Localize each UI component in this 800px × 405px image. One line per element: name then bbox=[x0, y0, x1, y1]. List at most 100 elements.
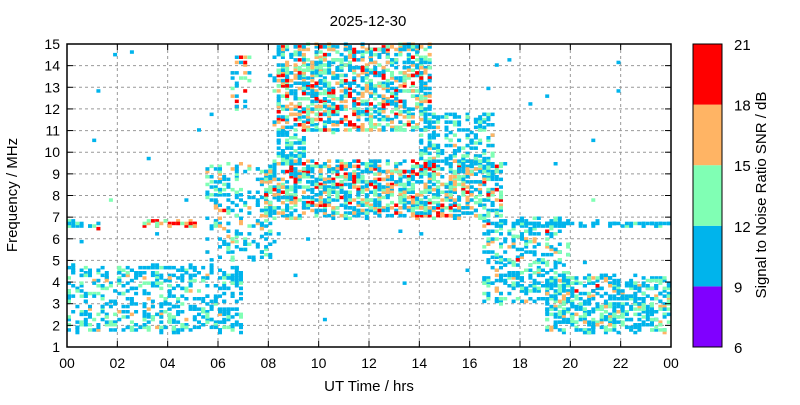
data-cell bbox=[612, 315, 617, 319]
data-cell bbox=[494, 221, 499, 226]
data-cell bbox=[318, 198, 323, 202]
data-cell bbox=[213, 221, 218, 226]
data-cell bbox=[360, 190, 365, 194]
data-cell bbox=[570, 323, 575, 327]
data-cell bbox=[188, 307, 193, 311]
data-cell bbox=[574, 281, 579, 285]
data-cell bbox=[373, 115, 378, 119]
data-cell bbox=[578, 291, 583, 296]
data-cell bbox=[331, 91, 336, 96]
data-cell bbox=[410, 94, 415, 98]
data-cell bbox=[96, 284, 101, 288]
data-cell bbox=[385, 123, 390, 127]
data-cell bbox=[331, 97, 336, 101]
data-cell bbox=[297, 185, 302, 189]
data-cell bbox=[331, 198, 336, 202]
data-cell bbox=[356, 110, 361, 114]
data-cell bbox=[624, 281, 629, 285]
data-cell bbox=[230, 76, 235, 80]
data-cell bbox=[482, 299, 487, 304]
data-cell bbox=[243, 99, 248, 104]
data-cell bbox=[469, 211, 474, 215]
data-cell bbox=[297, 175, 302, 179]
data-cell bbox=[373, 162, 378, 166]
data-cell bbox=[499, 177, 503, 182]
data-cell bbox=[423, 125, 428, 130]
data-cell bbox=[448, 180, 453, 184]
data-cell bbox=[188, 221, 193, 226]
data-cell bbox=[343, 216, 348, 220]
data-cell bbox=[167, 291, 172, 296]
data-cell bbox=[612, 278, 617, 283]
data-cell bbox=[356, 159, 361, 163]
data-cell bbox=[566, 320, 571, 324]
data-cell bbox=[427, 104, 432, 109]
data-cell bbox=[566, 278, 571, 283]
data-cell bbox=[528, 226, 533, 231]
data-cell bbox=[595, 320, 600, 324]
data-cell bbox=[301, 149, 306, 153]
data-cell bbox=[75, 224, 80, 228]
data-cell bbox=[499, 278, 503, 283]
data-cell bbox=[494, 167, 499, 171]
data-cell bbox=[306, 63, 311, 67]
data-cell bbox=[142, 224, 147, 228]
data-cell bbox=[285, 65, 290, 70]
data-cell bbox=[587, 297, 592, 301]
data-cell bbox=[138, 325, 143, 330]
data-cell bbox=[364, 73, 369, 78]
data-cell bbox=[230, 265, 235, 270]
data-cell bbox=[360, 45, 365, 49]
data-cell bbox=[327, 94, 332, 98]
data-cell bbox=[343, 63, 348, 67]
data-cell bbox=[553, 263, 558, 267]
data-cell bbox=[557, 229, 562, 233]
data-cell bbox=[620, 224, 625, 228]
data-cell bbox=[452, 185, 457, 189]
data-cell bbox=[478, 128, 483, 132]
data-cell bbox=[410, 208, 415, 213]
data-cell bbox=[356, 50, 361, 54]
data-cell bbox=[289, 172, 294, 176]
data-cell bbox=[499, 208, 503, 213]
data-cell bbox=[339, 187, 344, 192]
data-cell bbox=[348, 162, 352, 166]
data-cell bbox=[314, 45, 319, 49]
data-cell bbox=[314, 71, 319, 75]
data-cell bbox=[494, 297, 499, 301]
data-cell bbox=[318, 195, 323, 200]
data-cell bbox=[578, 328, 583, 332]
data-cell bbox=[629, 304, 634, 309]
data-cell bbox=[364, 208, 369, 213]
data-cell bbox=[348, 81, 352, 85]
data-cell bbox=[557, 315, 562, 319]
data-cell bbox=[222, 284, 227, 288]
data-cell bbox=[234, 299, 239, 304]
data-cell bbox=[121, 284, 126, 288]
data-cell bbox=[465, 117, 470, 122]
data-cell bbox=[377, 73, 382, 78]
data-cell bbox=[276, 190, 281, 194]
data-cell bbox=[582, 284, 587, 288]
data-cell bbox=[549, 252, 554, 257]
data-cell bbox=[553, 219, 558, 223]
data-cell bbox=[343, 190, 348, 194]
data-cell bbox=[662, 276, 667, 280]
data-cell bbox=[108, 323, 113, 327]
data-cell bbox=[230, 250, 235, 254]
data-cell bbox=[486, 278, 491, 283]
data-cell bbox=[159, 221, 164, 226]
data-cell bbox=[603, 315, 608, 319]
data-cell bbox=[339, 94, 344, 98]
data-cell bbox=[293, 154, 298, 158]
data-cell bbox=[272, 169, 277, 174]
data-cell bbox=[381, 190, 386, 194]
data-cell bbox=[297, 102, 302, 106]
data-cell bbox=[511, 271, 516, 275]
data-cell bbox=[209, 271, 214, 275]
data-cell bbox=[595, 323, 600, 327]
data-cell bbox=[427, 94, 432, 98]
data-cell bbox=[666, 320, 671, 324]
data-cell bbox=[301, 200, 306, 205]
data-cell bbox=[423, 107, 428, 111]
